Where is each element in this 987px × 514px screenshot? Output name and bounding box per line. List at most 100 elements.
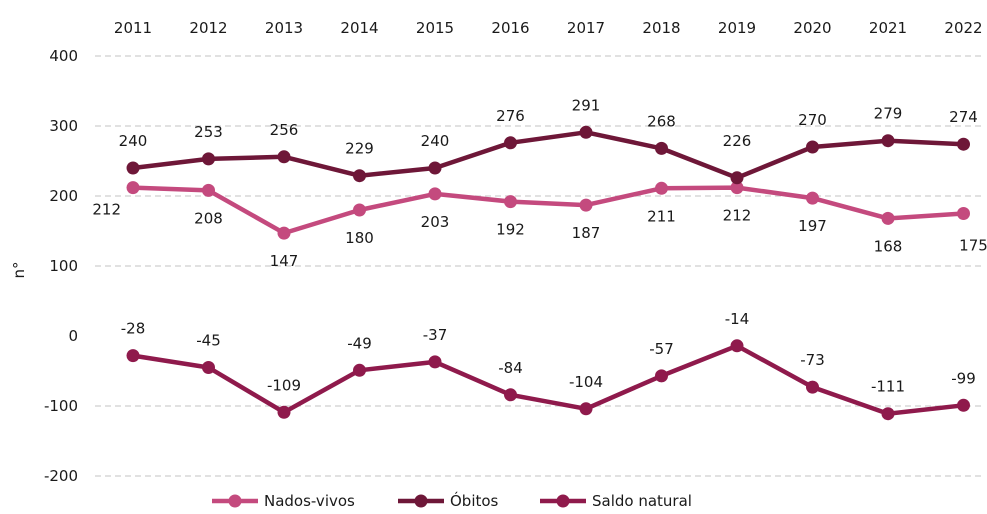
data-label: 192 [496, 221, 525, 239]
data-label: 197 [798, 217, 827, 235]
y-tick-label: 0 [68, 327, 78, 345]
legend-marker [228, 494, 242, 508]
legend: Nados-vivos Óbitos Saldo natural [212, 491, 692, 510]
data-point [881, 407, 895, 421]
data-point [504, 136, 517, 150]
data-label: -57 [649, 340, 674, 358]
data-label: 147 [270, 252, 299, 270]
gridlines [95, 55, 985, 477]
data-point [504, 388, 517, 402]
legend-label: Nados-vivos [264, 492, 355, 510]
x-tick-label: 2012 [189, 19, 227, 37]
data-point [428, 355, 442, 369]
data-label: -49 [347, 334, 372, 352]
data-point [806, 380, 819, 394]
data-point [202, 183, 215, 197]
data-label: -99 [951, 369, 976, 387]
legend-label: Saldo natural [592, 492, 692, 510]
data-point [806, 140, 819, 154]
data-label: -14 [725, 310, 750, 328]
data-point [579, 198, 593, 212]
data-point [655, 369, 668, 383]
data-label: 291 [572, 96, 601, 114]
data-point [806, 191, 819, 205]
series-line [132, 343, 964, 416]
data-label: -84 [498, 359, 523, 377]
data-label: 240 [421, 132, 450, 150]
data-label: 226 [723, 132, 752, 150]
data-point [881, 134, 895, 148]
legend-label: Óbitos [450, 491, 499, 510]
data-label: 175 [959, 237, 987, 255]
legend-marker [556, 494, 570, 508]
x-tick-label: 2022 [944, 19, 982, 37]
x-tick-label: 2018 [642, 19, 680, 37]
data-label: 256 [270, 121, 299, 139]
y-tick-label: 100 [49, 257, 78, 275]
data-label: 270 [798, 111, 827, 129]
data-point [126, 349, 140, 363]
data-point [957, 398, 970, 412]
data-point [504, 195, 517, 209]
data-point [277, 405, 291, 419]
y-axis: -200 -100 0 100 200 300 400 [44, 47, 78, 485]
data-point [126, 161, 140, 175]
data-point [730, 171, 744, 185]
data-label: -104 [569, 373, 603, 391]
data-label: -37 [423, 326, 448, 344]
y-tick-label: 200 [49, 187, 78, 205]
data-label: -73 [800, 351, 825, 369]
data-point [202, 361, 215, 374]
data-point [655, 181, 668, 195]
data-label: 211 [647, 207, 676, 225]
data-labels: 212 208 147 180 203 192 187 211 212 197 168 175 240 2… [92, 96, 987, 395]
x-tick-label: 2015 [416, 19, 454, 37]
data-point [353, 203, 366, 217]
data-label: 187 [572, 224, 601, 242]
data-point [579, 125, 593, 139]
data-label: -111 [871, 378, 905, 396]
series-line [132, 130, 964, 181]
data-point [428, 187, 442, 201]
y-tick-label: 400 [49, 47, 78, 65]
data-label: 253 [194, 123, 223, 141]
data-label: 212 [92, 201, 121, 219]
data-point [353, 169, 366, 183]
data-point [428, 161, 442, 175]
y-tick-label: -200 [44, 467, 78, 485]
data-point [126, 181, 140, 195]
data-point [579, 402, 593, 416]
data-label: 168 [874, 237, 903, 255]
data-point [655, 141, 668, 155]
x-tick-label: 2016 [491, 19, 529, 37]
data-point [730, 181, 744, 195]
data-label: 180 [345, 229, 374, 247]
data-point [957, 137, 970, 151]
x-tick-label: 2014 [340, 19, 378, 37]
data-label: 229 [345, 140, 374, 158]
data-label: 279 [874, 105, 903, 123]
data-label: 276 [496, 107, 525, 125]
data-label: -28 [121, 320, 146, 338]
data-label: 240 [119, 132, 148, 150]
data-point [957, 207, 970, 220]
x-tick-label: 2011 [114, 19, 152, 37]
x-axis: 2011 2012 2013 2014 2015 2016 2017 2018 2019 2020… [114, 19, 983, 37]
data-label: -109 [267, 376, 301, 394]
x-tick-label: 2019 [718, 19, 756, 37]
x-tick-label: 2020 [793, 19, 831, 37]
data-label: 208 [194, 209, 223, 227]
data-point [277, 226, 291, 240]
data-point [202, 152, 215, 166]
data-label: 268 [647, 112, 676, 130]
x-tick-label: 2017 [567, 19, 605, 37]
data-point [353, 363, 366, 377]
x-tick-label: 2021 [869, 19, 907, 37]
data-label: 212 [723, 207, 752, 225]
y-tick-label: 300 [49, 117, 78, 135]
x-tick-label: 2013 [265, 19, 303, 37]
data-label: 203 [421, 213, 450, 231]
y-tick-label: -100 [44, 397, 78, 415]
